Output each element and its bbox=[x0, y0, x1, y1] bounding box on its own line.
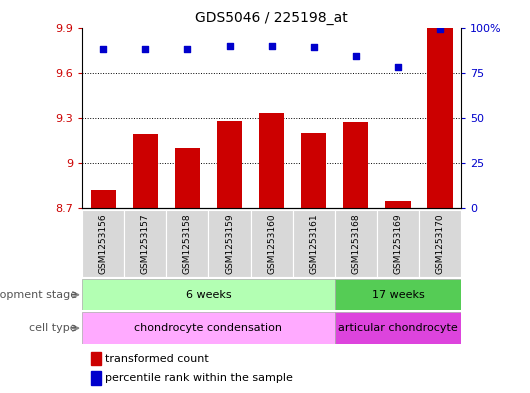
Text: GSM1253168: GSM1253168 bbox=[351, 213, 360, 274]
Point bbox=[394, 64, 402, 70]
Bar bbox=[335, 210, 377, 277]
Text: articular chondrocyte: articular chondrocyte bbox=[338, 323, 458, 333]
Point bbox=[351, 53, 360, 60]
Text: GSM1253170: GSM1253170 bbox=[436, 213, 445, 274]
Bar bbox=[82, 210, 124, 277]
Bar bbox=[82, 312, 335, 344]
Bar bbox=[385, 201, 411, 208]
Text: 17 weeks: 17 weeks bbox=[372, 290, 425, 300]
Text: percentile rank within the sample: percentile rank within the sample bbox=[105, 373, 293, 384]
Point bbox=[99, 46, 108, 52]
Bar bbox=[132, 134, 158, 208]
Point bbox=[141, 46, 149, 52]
Bar bbox=[419, 210, 461, 277]
Bar bbox=[335, 279, 461, 310]
Bar bbox=[91, 352, 101, 365]
Text: cell type: cell type bbox=[29, 323, 77, 333]
Bar bbox=[335, 312, 461, 344]
Text: GSM1253158: GSM1253158 bbox=[183, 213, 192, 274]
Text: 6 weeks: 6 weeks bbox=[186, 290, 231, 300]
Text: GSM1253157: GSM1253157 bbox=[141, 213, 150, 274]
Bar bbox=[251, 210, 293, 277]
Bar bbox=[124, 210, 166, 277]
Text: GSM1253160: GSM1253160 bbox=[267, 213, 276, 274]
Bar bbox=[343, 122, 368, 208]
Point bbox=[436, 26, 444, 33]
Bar bbox=[208, 210, 251, 277]
Bar bbox=[293, 210, 335, 277]
Text: GSM1253156: GSM1253156 bbox=[99, 213, 108, 274]
Text: GSM1253159: GSM1253159 bbox=[225, 213, 234, 274]
Point bbox=[310, 44, 318, 51]
Bar bbox=[301, 133, 326, 208]
Bar bbox=[259, 113, 284, 208]
Bar bbox=[377, 210, 419, 277]
Bar bbox=[175, 148, 200, 208]
Bar bbox=[166, 210, 208, 277]
Bar bbox=[427, 28, 453, 208]
Point bbox=[267, 42, 276, 49]
Title: GDS5046 / 225198_at: GDS5046 / 225198_at bbox=[195, 11, 348, 25]
Bar bbox=[217, 121, 242, 208]
Text: GSM1253169: GSM1253169 bbox=[393, 213, 402, 274]
Point bbox=[225, 42, 234, 49]
Point bbox=[183, 46, 192, 52]
Text: chondrocyte condensation: chondrocyte condensation bbox=[135, 323, 282, 333]
Text: GSM1253161: GSM1253161 bbox=[309, 213, 318, 274]
Bar bbox=[91, 371, 101, 385]
Text: development stage: development stage bbox=[0, 290, 77, 300]
Bar bbox=[91, 190, 116, 208]
Bar bbox=[82, 279, 335, 310]
Text: transformed count: transformed count bbox=[105, 354, 209, 364]
